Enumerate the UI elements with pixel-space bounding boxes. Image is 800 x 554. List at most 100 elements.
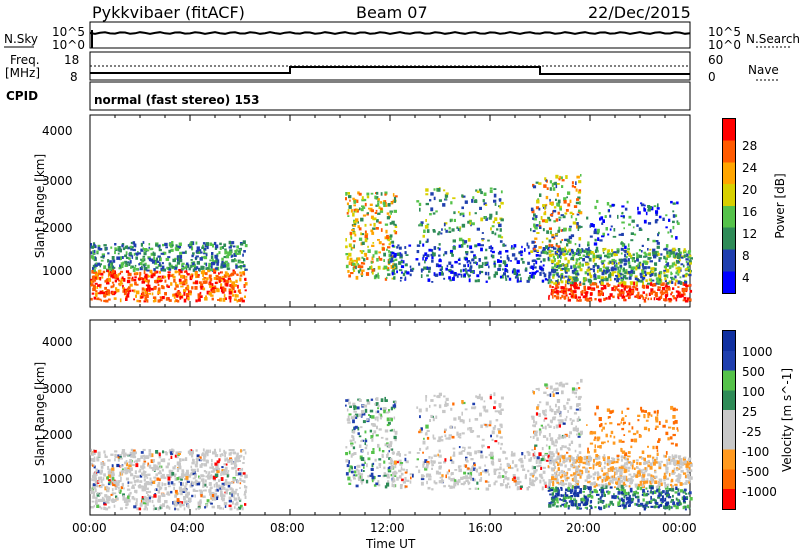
power-cell	[643, 270, 647, 274]
velocity-cell	[535, 460, 538, 464]
velocity-cell	[154, 488, 156, 491]
power-cell	[449, 219, 452, 223]
power-cell	[608, 252, 612, 256]
velocity-cell	[111, 464, 114, 467]
power-cell	[161, 285, 163, 289]
power-cell	[185, 279, 188, 283]
power-cell	[160, 279, 163, 282]
power-cell	[566, 263, 569, 268]
velocity-cell	[238, 460, 241, 462]
velocity-cell	[536, 465, 539, 468]
velocity-cell	[144, 482, 147, 485]
velocity-cell	[470, 458, 474, 461]
power-cell	[560, 214, 564, 217]
velocity-cell	[185, 474, 190, 478]
power-cell	[568, 288, 572, 290]
velocity-cell	[363, 466, 365, 469]
velocity-cell	[537, 404, 540, 408]
velocity-cell	[130, 473, 134, 477]
velocity-cell	[374, 403, 376, 406]
velocity-cell	[182, 487, 185, 492]
power-cell	[590, 251, 594, 254]
velocity-cell	[374, 416, 377, 421]
power-cell	[485, 280, 488, 283]
power-cell	[547, 281, 550, 285]
velocity-cell	[198, 489, 203, 492]
power-cell	[108, 278, 112, 282]
power-cell	[569, 211, 573, 215]
velocity-cell	[589, 504, 592, 507]
velocity-cell	[447, 476, 451, 479]
velocity-cell	[195, 508, 198, 511]
velocity-cell	[98, 453, 101, 458]
velocity-cell	[516, 476, 520, 481]
velocity-cell	[353, 474, 355, 476]
power-cell	[124, 260, 127, 264]
power-cell	[654, 272, 657, 277]
power-cell	[674, 275, 677, 279]
velocity-cell	[410, 476, 412, 480]
velocity-cell	[103, 450, 106, 454]
power-cell	[152, 300, 156, 303]
power-cell	[183, 270, 186, 273]
power-cell	[428, 267, 431, 270]
velocity-cell	[237, 493, 239, 497]
velocity-cell	[547, 423, 550, 427]
power-cell	[121, 256, 124, 259]
velocity-cell	[104, 494, 108, 498]
power-cell	[362, 214, 367, 217]
power-cell	[386, 216, 390, 220]
power-cell	[459, 228, 461, 232]
power-cell	[430, 192, 434, 196]
power-cell	[654, 262, 658, 266]
velocity-cell	[621, 503, 625, 507]
power-cell	[347, 215, 350, 217]
velocity-cell	[146, 476, 149, 479]
power-cell	[450, 266, 454, 269]
power-cell	[232, 271, 236, 275]
power-cell	[621, 221, 625, 224]
power-cell	[224, 250, 228, 255]
power-cell	[228, 240, 231, 245]
velocity-cell	[557, 410, 561, 414]
power-cell	[684, 299, 689, 303]
power-cell	[658, 286, 662, 289]
power-cell	[585, 251, 589, 255]
power-cell	[167, 273, 171, 278]
velocity-cell	[231, 493, 233, 497]
power-cell	[214, 267, 218, 270]
power-cell	[144, 291, 148, 294]
power-cell	[668, 280, 672, 284]
velocity-cell	[504, 471, 508, 473]
power-cell	[135, 290, 140, 295]
power-cell	[359, 250, 362, 253]
power-cell	[445, 229, 448, 233]
velocity-cell	[476, 435, 480, 438]
power-cell	[225, 264, 228, 268]
velocity-cell	[616, 495, 619, 499]
power-cell	[604, 276, 607, 279]
power-cell	[575, 258, 579, 262]
power-cell	[117, 252, 120, 255]
power-cell	[535, 254, 538, 257]
power-cell	[656, 280, 660, 284]
velocity-cell	[548, 502, 552, 505]
velocity-cell	[485, 487, 490, 491]
power-cell	[124, 289, 127, 293]
power-cell	[219, 242, 222, 246]
power-cell	[637, 211, 641, 215]
power-cell	[406, 271, 410, 275]
velocity-cell	[174, 494, 177, 498]
power-cell	[144, 298, 148, 302]
velocity-cell	[686, 469, 690, 473]
velocity-cell	[348, 460, 350, 464]
power-cell	[636, 287, 639, 291]
power-cell	[166, 284, 169, 287]
power-cell	[580, 249, 584, 253]
velocity-cell	[152, 504, 155, 507]
velocity-cell	[176, 508, 180, 511]
power-cell	[636, 278, 639, 282]
velocity-cell	[114, 458, 116, 462]
velocity-cell	[378, 458, 382, 461]
power-cell	[566, 238, 570, 243]
